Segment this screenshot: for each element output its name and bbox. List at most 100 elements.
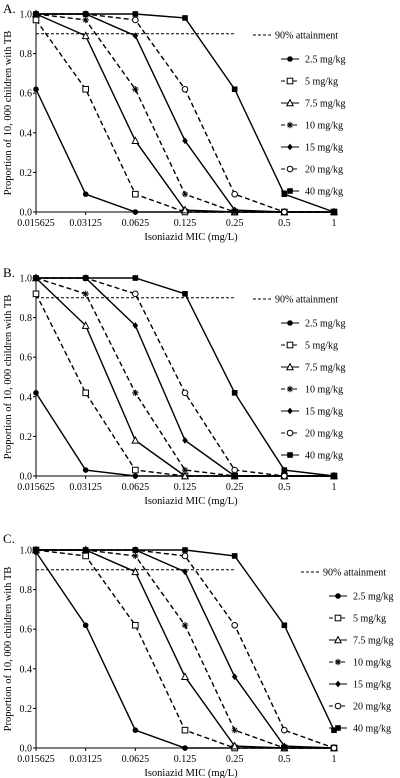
y-tick-label: 0.6 — [20, 89, 33, 100]
data-point — [231, 390, 238, 396]
series-line — [35, 277, 334, 477]
data-point — [82, 552, 89, 560]
legend-label: 40 mg/kg — [353, 724, 391, 735]
data-point — [182, 137, 188, 145]
legend-label: 15 mg/kg — [305, 143, 343, 154]
data-point — [132, 209, 139, 215]
data-point — [132, 547, 139, 553]
y-tick-label: 0.6 — [20, 625, 33, 636]
series-line — [36, 549, 335, 749]
data-point — [82, 16, 89, 24]
legend-marker-open-triangle — [285, 98, 295, 107]
legend-marker-filled-square — [287, 452, 293, 458]
y-tick-label: 0.8 — [20, 313, 33, 324]
legend-label: 10 mg/kg — [305, 385, 343, 396]
x-tick-label: 0.0625 — [122, 218, 150, 229]
panel-label: B. — [3, 265, 15, 280]
series-line — [36, 549, 335, 749]
x-tick-label: 0.015625 — [17, 218, 55, 229]
x-tick-label: 0.015625 — [17, 482, 55, 493]
series-7 — [33, 547, 337, 733]
data-point — [132, 290, 139, 298]
legend-label: 5 mg/kg — [353, 614, 386, 625]
data-point — [331, 727, 337, 733]
legend-marker-filled-square — [335, 725, 341, 731]
data-point — [132, 466, 139, 474]
series-7 — [33, 11, 337, 215]
legend-label: 7.5 mg/kg — [305, 99, 346, 110]
legend-label: 40 mg/kg — [305, 187, 343, 198]
y-tick-label: 1.0 — [20, 274, 33, 285]
data-point — [82, 85, 89, 93]
data-point — [132, 727, 139, 733]
data-point — [231, 621, 238, 629]
x-tick-label: 1 — [332, 218, 337, 229]
data-point — [281, 467, 288, 473]
x-tick-label: 0.0625 — [122, 482, 150, 493]
legend-marker-open-square — [286, 341, 294, 349]
data-point — [132, 389, 139, 397]
data-point — [82, 547, 89, 553]
data-point — [231, 190, 238, 198]
data-point — [281, 742, 288, 750]
series-line — [35, 549, 334, 749]
legend-marker-open-circle — [334, 702, 342, 710]
x-tick-label: 1 — [332, 754, 337, 765]
legend-label: 15 mg/kg — [353, 680, 391, 691]
data-point — [82, 622, 89, 629]
data-point — [230, 741, 239, 750]
data-point — [182, 15, 188, 21]
legend-label: 2.5 mg/kg — [305, 319, 346, 330]
data-point — [33, 390, 39, 396]
data-point — [181, 389, 189, 397]
series-line — [36, 277, 334, 477]
x-axis-title: Isoniazid MIC (mg/L) — [144, 768, 238, 778]
data-point — [33, 11, 39, 17]
y-tick-label: 0.0 — [20, 472, 33, 483]
data-point — [281, 726, 288, 734]
legend-marker-filled-circle — [335, 593, 341, 599]
series-line — [36, 277, 334, 477]
data-point — [231, 466, 238, 474]
data-point — [33, 547, 39, 553]
data-point — [331, 473, 337, 479]
data-point — [82, 290, 89, 298]
legend-label: 10 mg/kg — [305, 121, 343, 132]
legend-label: 20 mg/kg — [305, 165, 343, 176]
legend-label: 5 mg/kg — [305, 77, 338, 88]
legend-marker-filled-circle — [287, 320, 293, 326]
data-point — [132, 473, 139, 479]
legend-marker-filled-circle — [287, 56, 293, 62]
data-point — [182, 745, 188, 751]
legend-marker-filled-square — [287, 188, 293, 194]
panel-label: C. — [3, 531, 15, 546]
data-point — [132, 621, 139, 629]
chart-panel-2: B. 0.0 0.2 0.4 0.6 0.8 1.0 0.015625 0.03125 0.062… — [3, 265, 346, 507]
legend-marker-open-triangle — [333, 635, 343, 644]
legend-label: 5 mg/kg — [305, 341, 338, 352]
data-point — [231, 86, 238, 93]
data-point — [132, 86, 139, 93]
data-point — [33, 275, 39, 281]
series-line — [36, 549, 335, 731]
x-tick-label: 0.25 — [226, 482, 244, 493]
y-tick-label: 0.0 — [20, 744, 33, 755]
series-3 — [31, 545, 339, 752]
data-point — [281, 622, 288, 629]
legend: 90% attainment 2.5 mg/kg 5 mg/kg 7.5 mg/kg 1… — [253, 31, 346, 198]
legend: 90% attainment 2.5 mg/kg 5 mg/kg 7.5 mg/kg 1… — [253, 295, 346, 462]
x-tick-label: 0.5 — [278, 218, 291, 229]
data-point — [281, 472, 288, 480]
series-line — [36, 549, 334, 749]
series-4 — [32, 546, 338, 752]
data-point — [81, 321, 90, 329]
data-point — [181, 622, 189, 629]
legend-marker-asterisk — [334, 658, 342, 666]
series-line — [36, 277, 335, 477]
data-point — [132, 16, 139, 24]
data-point — [82, 11, 89, 17]
y-tick-label: 1.0 — [20, 546, 33, 557]
x-tick-label: 0.0625 — [122, 754, 150, 765]
x-tick-label: 0.03125 — [69, 218, 102, 229]
legend-marker-asterisk — [286, 121, 294, 129]
